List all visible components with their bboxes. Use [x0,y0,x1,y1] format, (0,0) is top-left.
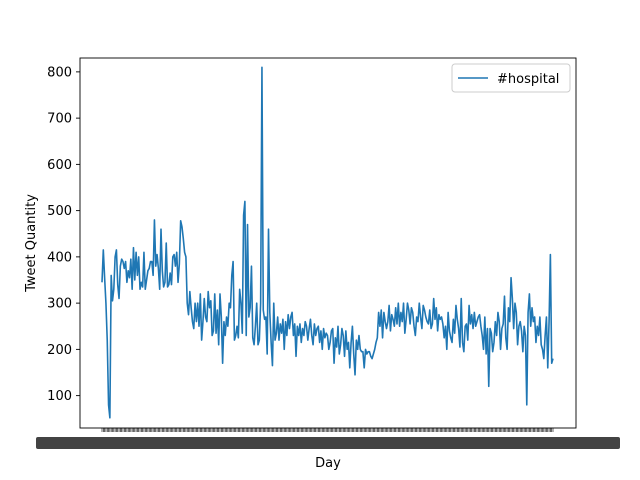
y-tick-label: 500 [47,204,72,219]
series-line-hospital [101,66,554,419]
y-tick-label: 800 [47,65,72,80]
y-tick-label: 300 [47,297,72,312]
y-tick-label: 700 [47,112,72,127]
legend-box [451,63,571,93]
legend-label-hospital: #hospital [497,72,559,87]
y-tick-label: 400 [47,250,72,265]
legend: #hospital [451,63,571,93]
plot-frame [79,57,577,429]
y-axis-ticks: 100 200 300 400 500 600 700 800 [47,65,80,404]
y-axis-label: Tweet Quantity [24,194,39,293]
x-tick-labels-overlapping [36,437,620,449]
y-tick-label: 600 [47,158,72,173]
x-axis-ticks [36,428,620,449]
y-tick-label: 200 [47,343,72,358]
plot-area [80,58,576,428]
y-tick-label: 100 [47,389,72,404]
x-axis-label: Day [315,456,341,471]
